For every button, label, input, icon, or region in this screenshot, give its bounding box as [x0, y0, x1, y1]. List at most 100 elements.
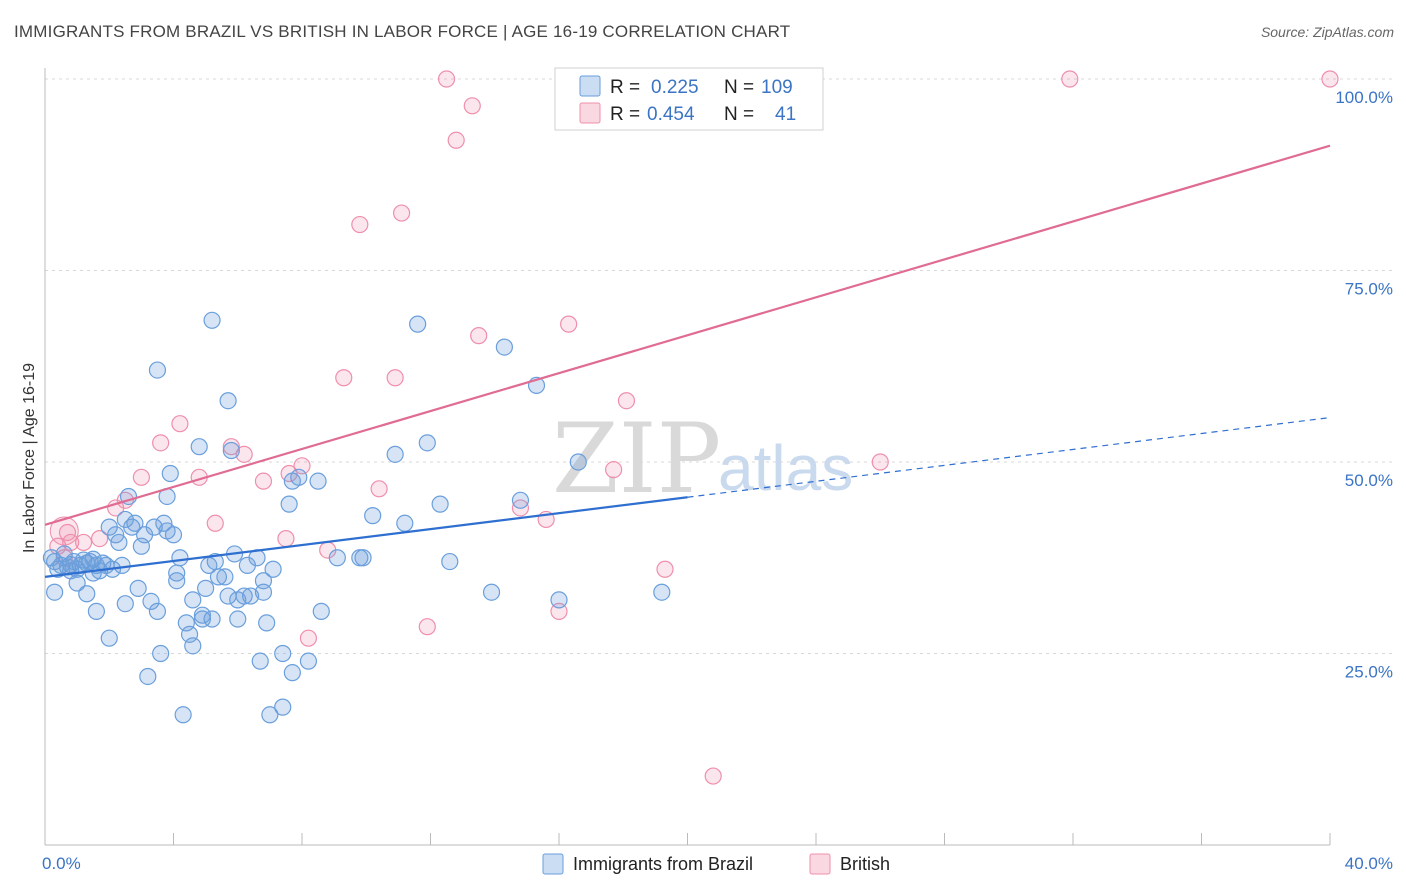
brazil-point	[258, 614, 276, 632]
brazil-point	[222, 441, 240, 460]
british-point	[299, 629, 318, 647]
brazil-point	[62, 562, 80, 580]
brazil-point	[251, 652, 269, 670]
brazil-point	[94, 554, 112, 572]
brazil-point	[145, 518, 163, 536]
legend-n-label-brazil: N =	[724, 77, 754, 98]
y-tick-label: 100.0%	[1335, 88, 1393, 107]
brazil-point	[184, 637, 202, 655]
brazil-point	[511, 491, 530, 509]
british-point	[351, 215, 369, 234]
british-point	[386, 369, 404, 387]
british-point	[418, 618, 436, 636]
x-tick-label-min: 0.0%	[42, 854, 81, 873]
brazil-point	[409, 315, 427, 333]
brazil-point	[264, 560, 282, 578]
brazil-point	[46, 583, 64, 601]
brazil-point	[396, 514, 414, 532]
y-tick-label: 75.0%	[1345, 280, 1393, 299]
brazil-point	[113, 556, 131, 575]
british-point	[171, 415, 189, 433]
brazil-point	[274, 698, 292, 716]
brazil-point	[418, 434, 436, 452]
brazil-point	[441, 552, 459, 571]
x-tick-labels: 0.0% 40.0%	[42, 854, 1393, 873]
brazil-point	[235, 587, 253, 605]
axes	[44, 68, 1331, 846]
british-points	[49, 70, 1339, 785]
legend-n-label-british: N =	[724, 104, 754, 125]
brazil-point	[152, 644, 170, 663]
correlation-legend: R = 0.225 N = 109 R = 0.454 N = 41	[554, 67, 824, 131]
brazil-point	[312, 602, 330, 620]
legend-n-value-british: 41	[775, 104, 796, 125]
british-point	[704, 767, 722, 785]
british-trendline	[44, 144, 1331, 526]
british-point	[447, 131, 465, 149]
british-point	[74, 533, 93, 552]
brazil-point	[110, 533, 128, 552]
british-point	[277, 529, 295, 548]
brazil-point	[126, 514, 144, 532]
brazil-point	[299, 652, 318, 670]
brazil-trendline-extension	[687, 416, 1331, 498]
trendlines	[44, 144, 1331, 578]
brazil-point	[283, 664, 301, 682]
legend-swatch-brazil	[579, 75, 601, 97]
brazil-point	[209, 568, 228, 586]
brazil-point	[482, 583, 501, 601]
brazil-point	[78, 585, 96, 603]
british-point	[206, 514, 224, 532]
series-swatch-brazil	[542, 853, 564, 875]
brazil-point	[274, 644, 292, 663]
source-credit: Source: ZipAtlas.com	[1260, 24, 1394, 40]
british-point	[91, 529, 109, 548]
brazil-point	[219, 392, 237, 410]
y-tick-labels: 25.0% 50.0% 75.0% 100.0%	[1335, 88, 1393, 682]
legend-r-label-british: R =	[610, 104, 640, 125]
british-point	[254, 472, 273, 490]
brazil-point	[184, 591, 202, 609]
brazil-point	[174, 706, 192, 724]
brazil-point	[653, 583, 671, 601]
british-point	[470, 327, 488, 345]
brazil-point	[129, 579, 147, 597]
watermark: ZIP atlas	[552, 403, 853, 515]
brazil-point	[242, 587, 260, 605]
brazil-point	[116, 595, 134, 613]
brazil-point	[84, 550, 102, 568]
brazil-point	[280, 495, 298, 513]
brazil-point	[148, 361, 167, 379]
british-point	[235, 445, 253, 463]
british-point	[132, 468, 150, 486]
brazil-point	[168, 572, 186, 590]
brazil-point	[203, 610, 221, 628]
brazil-point	[164, 526, 183, 544]
brazil-point	[203, 311, 221, 329]
brazil-point	[328, 549, 346, 567]
chart-title: IMMIGRANTS FROM BRAZIL VS BRITISH IN LAB…	[14, 22, 791, 41]
brazil-point	[254, 583, 273, 601]
brazil-trendline	[44, 496, 688, 578]
brazil-point	[87, 602, 106, 620]
series-label-brazil: Immigrants from Brazil	[573, 854, 753, 874]
brazil-points	[42, 311, 671, 724]
brazil-point	[142, 592, 160, 611]
british-point	[370, 480, 388, 498]
british-point	[152, 434, 170, 452]
british-point	[58, 523, 77, 542]
british-point	[392, 204, 411, 222]
brazil-point	[171, 549, 189, 567]
brazil-point	[495, 338, 513, 356]
brazil-point	[193, 610, 212, 628]
legend-r-value-brazil: 0.225	[651, 77, 699, 98]
brazil-point	[550, 591, 568, 609]
brazil-point	[148, 602, 167, 620]
british-point	[335, 369, 353, 387]
brazil-point	[229, 610, 247, 628]
brazil-point	[197, 579, 215, 597]
y-tick-label: 25.0%	[1345, 663, 1393, 682]
brazil-point	[74, 551, 93, 569]
british-point-large	[49, 516, 79, 546]
